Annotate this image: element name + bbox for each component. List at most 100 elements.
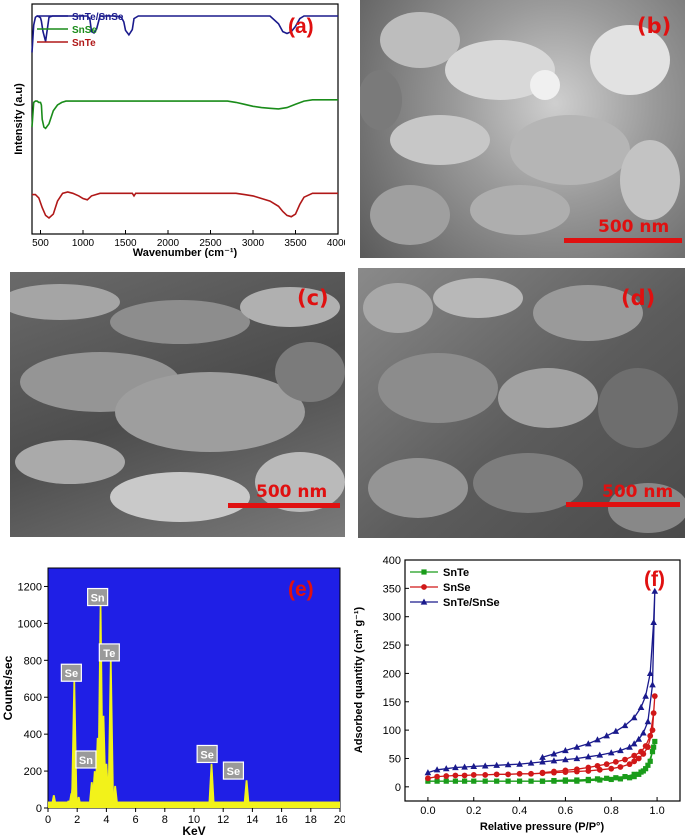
bet-xtick-label: 1.0	[649, 805, 664, 817]
bet-legend-label: SnTe	[443, 567, 469, 579]
bet-marker	[494, 778, 500, 784]
bet-marker	[573, 754, 581, 762]
eds-xtick-label: 20	[334, 814, 345, 826]
panel-b-label: (b)	[637, 14, 672, 38]
bet-marker	[651, 693, 658, 699]
scale-text-c: 500 nm	[256, 482, 328, 502]
bet-marker	[585, 764, 592, 771]
bet-chart: 0.0 0.2 0.4 0.6 0.8 1.0 0 50 100 150 200 250 300 350 4…	[353, 556, 681, 833]
bet-xtick-label: 0.8	[604, 805, 619, 817]
eds-xtick-label: 2	[74, 814, 80, 826]
bet-marker	[516, 770, 523, 777]
bet-marker	[516, 760, 523, 767]
bet-marker	[652, 738, 658, 745]
bet-marker	[642, 692, 649, 699]
panel-f-label: (f)	[644, 568, 665, 591]
bet-marker	[433, 766, 441, 773]
bet-marker	[562, 747, 569, 754]
bet-marker	[630, 740, 638, 747]
eds-xtick-label: 18	[305, 814, 317, 826]
eds-baseline	[48, 801, 340, 808]
eds-peak-label-box	[60, 663, 82, 682]
eds-peak-label: Sn	[79, 755, 93, 767]
bet-marker	[420, 598, 428, 605]
eds-xtick-label: 10	[188, 814, 200, 826]
bet-marker	[594, 762, 601, 769]
bet-marker	[607, 749, 615, 756]
bet-marker	[643, 766, 649, 772]
bet-marker	[461, 778, 468, 784]
scale-bar-b	[564, 238, 682, 243]
bet-marker	[562, 756, 569, 763]
bet-marker	[651, 587, 659, 594]
bet-marker	[528, 770, 534, 777]
eds-ylabel: Counts/sec	[1, 655, 15, 720]
bet-marker	[612, 727, 620, 734]
eds-peak-label: Sn	[91, 593, 105, 605]
eds-peak-label: Se	[227, 766, 240, 778]
panel-d-label: (d)	[621, 286, 656, 310]
bet-marker	[574, 777, 580, 783]
ftir-legend-label: SnTe	[72, 38, 96, 49]
bet-marker	[421, 584, 427, 590]
bet-marker	[603, 761, 610, 768]
bet-marker	[604, 775, 610, 781]
bet-marker	[613, 775, 619, 781]
bet-ytick-label: 350	[383, 583, 401, 595]
bet-marker	[539, 769, 546, 776]
eds-xtick-label: 0	[45, 814, 51, 826]
ftir-xlabel: Wavenumber (cm⁻¹)	[133, 247, 238, 258]
scale-text-d: 500 nm	[602, 482, 674, 502]
eds-peak	[208, 763, 215, 808]
bet-marker	[452, 772, 459, 779]
bet-marker	[551, 777, 557, 784]
ftir-xtick-label: 2500	[199, 238, 222, 249]
bet-marker	[434, 773, 440, 780]
bet-marker	[631, 752, 638, 759]
eds-ytick-label: 0	[36, 803, 42, 815]
bet-marker	[516, 778, 523, 784]
bet-marker	[647, 758, 653, 764]
bet-marker	[443, 773, 450, 779]
bet-marker	[626, 775, 633, 781]
bet-marker	[635, 755, 642, 762]
bet-marker	[638, 748, 644, 755]
eds-ytick-label: 1000	[18, 618, 42, 630]
ftir-legend-label: SnTe/SnSe	[72, 12, 124, 23]
eds-ytick-label: 600	[24, 692, 42, 704]
bet-marker	[470, 772, 477, 778]
bet-marker	[550, 757, 558, 764]
eds-xtick-label: 6	[133, 814, 139, 826]
bet-marker	[617, 747, 624, 754]
bet-marker	[550, 750, 558, 757]
bet-marker	[635, 735, 643, 742]
eds-peak-label-box	[87, 587, 109, 607]
panel-a-label: (a)	[288, 15, 314, 38]
bet-ytick-label: 250	[383, 640, 401, 652]
sem-texture-c	[10, 284, 345, 522]
bet-marker	[626, 743, 633, 750]
ftir-chart: 500 1000 1500 2000 2500 3000 3500 4000 SnTe/SnS…	[13, 3, 345, 258]
sem-image-d: 500 nm (d)	[358, 268, 685, 538]
bet-ytick-label: 300	[383, 612, 401, 624]
bet-marker	[638, 769, 644, 775]
eds-xlabel: KeV	[182, 824, 205, 838]
bet-marker	[585, 740, 592, 747]
bet-marker	[621, 722, 629, 729]
bet-marker	[585, 753, 592, 760]
eds-xtick-label: 8	[162, 814, 168, 826]
bet-marker	[608, 765, 615, 772]
bet-xtick-label: 0.0	[420, 805, 435, 817]
eds-peak	[243, 780, 250, 808]
bet-marker	[470, 762, 478, 770]
bet-marker	[637, 703, 645, 711]
bet-marker	[461, 772, 468, 779]
bet-legend-label: SnTe/SnSe	[443, 597, 500, 609]
bet-marker	[482, 778, 488, 784]
bet-xtick-label: 0.2	[466, 805, 481, 817]
bet-ytick-label: 100	[383, 725, 401, 737]
eds-xtick-label: 4	[103, 814, 109, 826]
ftir-xtick-label: 3500	[284, 238, 307, 249]
bet-marker	[528, 778, 534, 784]
bet-marker	[603, 732, 610, 739]
